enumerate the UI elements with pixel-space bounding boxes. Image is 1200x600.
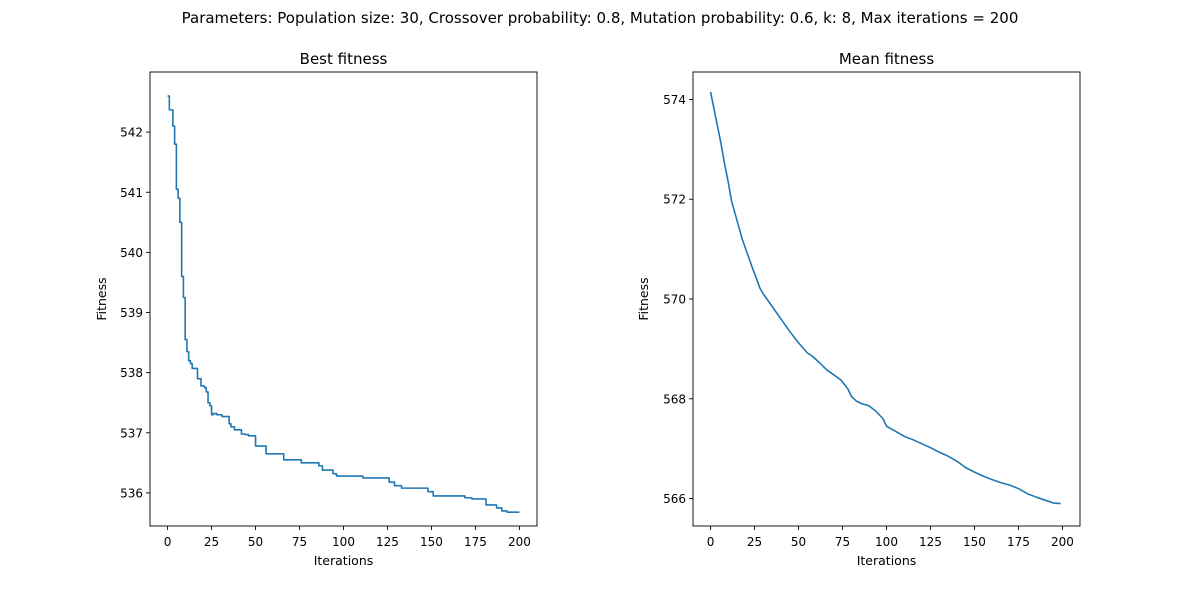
mean-fitness-ytick-label: 572 bbox=[663, 193, 686, 207]
mean-fitness-ylabel: Fitness bbox=[636, 277, 651, 320]
best-fitness-plot-area: 0 25 50 75 100 125 150 175 200 536 537 538 539 540 541… bbox=[120, 71, 538, 549]
mean-fitness-xtick-label: 200 bbox=[1051, 535, 1074, 549]
mean-fitness-ytick-label: 570 bbox=[663, 293, 686, 307]
best-fitness-xtick-label: 50 bbox=[248, 535, 263, 549]
figure-suptitle: Parameters: Population size: 30, Crossov… bbox=[182, 9, 1019, 27]
mean-fitness-xtick-label: 75 bbox=[835, 535, 850, 549]
best-fitness-ylabel: Fitness bbox=[94, 277, 109, 320]
best-fitness-xtick-label: 75 bbox=[292, 535, 307, 549]
best-fitness-axes-frame bbox=[149, 71, 538, 527]
mean-fitness-axes-frame bbox=[692, 71, 1081, 527]
best-fitness-xtick-label: 125 bbox=[376, 535, 399, 549]
best-fitness-title: Best fitness bbox=[300, 50, 388, 68]
mean-fitness-xtick-label: 150 bbox=[963, 535, 986, 549]
mean-fitness-xtick-label: 25 bbox=[747, 535, 762, 549]
best-fitness-ytick-label: 540 bbox=[120, 246, 143, 260]
mean-fitness-xtick-label: 50 bbox=[791, 535, 806, 549]
mean-fitness-xtick-label: 100 bbox=[875, 535, 898, 549]
best-fitness-series-line-0 bbox=[167, 95, 520, 513]
mean-fitness-ytick-label: 574 bbox=[663, 93, 686, 107]
best-fitness-ytick-label: 542 bbox=[120, 126, 143, 140]
mean-fitness-xtick-label: 175 bbox=[1007, 535, 1030, 549]
best-fitness-ytick-label: 538 bbox=[120, 366, 143, 380]
best-fitness-ytick-label: 536 bbox=[120, 486, 143, 500]
mean-fitness-plot-area: 0 25 50 75 100 125 150 175 200 566 568 570 572 574 bbox=[663, 71, 1081, 549]
best-fitness-xtick-label: 175 bbox=[464, 535, 487, 549]
best-fitness-xtick-label: 25 bbox=[204, 535, 219, 549]
mean-fitness-chart: Mean fitness 0 25 50 75 100 125 150 175 200 566 56… bbox=[636, 50, 1081, 568]
best-fitness-xtick-label: 100 bbox=[332, 535, 355, 549]
best-fitness-xtick-label: 0 bbox=[164, 535, 172, 549]
best-fitness-xlabel: Iterations bbox=[314, 553, 374, 568]
mean-fitness-ytick-label: 568 bbox=[663, 392, 686, 406]
mean-fitness-ytick-label: 566 bbox=[663, 492, 686, 506]
mean-fitness-xtick-label: 0 bbox=[707, 535, 715, 549]
best-fitness-xtick-label: 150 bbox=[420, 535, 443, 549]
mean-fitness-xtick-label: 125 bbox=[919, 535, 942, 549]
best-fitness-chart: Best fitness 0 25 50 75 100 125 150 175 200 536 53… bbox=[94, 50, 538, 568]
best-fitness-ytick-label: 537 bbox=[120, 426, 143, 440]
best-fitness-ytick-label: 539 bbox=[120, 306, 143, 320]
best-fitness-xtick-label: 200 bbox=[508, 535, 531, 549]
mean-fitness-xlabel: Iterations bbox=[857, 553, 917, 568]
best-fitness-ytick-label: 541 bbox=[120, 186, 143, 200]
mean-fitness-title: Mean fitness bbox=[839, 50, 935, 68]
mean-fitness-series-line-0 bbox=[709, 91, 1061, 505]
